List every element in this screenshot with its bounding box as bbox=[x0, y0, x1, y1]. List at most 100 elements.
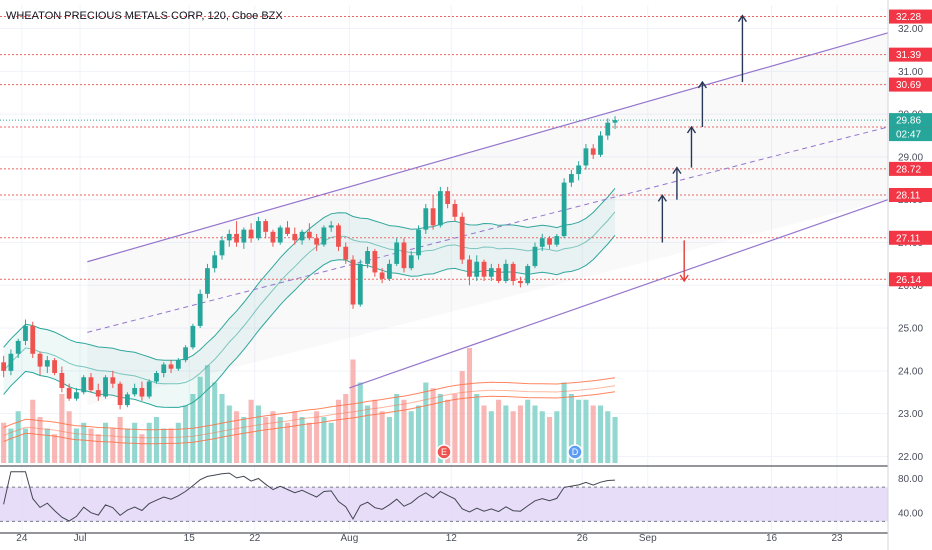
volume-bar bbox=[605, 411, 611, 463]
volume-bar bbox=[139, 434, 145, 463]
candle-body bbox=[357, 263, 363, 305]
volume-bar bbox=[423, 382, 429, 463]
candle-body bbox=[81, 377, 87, 393]
volume-bar bbox=[270, 411, 276, 463]
candle-body bbox=[590, 148, 596, 155]
volume-bar bbox=[408, 411, 414, 463]
candle-body bbox=[270, 231, 276, 243]
volume-bar bbox=[241, 417, 247, 463]
candle-body bbox=[561, 182, 567, 237]
price-tag-box bbox=[889, 161, 932, 176]
volume-bar bbox=[379, 411, 385, 463]
volume-bar bbox=[299, 417, 305, 463]
volume-bar bbox=[95, 434, 101, 463]
volume-bar bbox=[44, 428, 50, 463]
volume-bar bbox=[37, 417, 43, 463]
volume-bar bbox=[168, 428, 174, 463]
volume-bar bbox=[561, 382, 567, 463]
volume-bar bbox=[481, 405, 487, 463]
candle-body bbox=[583, 148, 589, 166]
level-price-tag: 30.69 bbox=[889, 77, 932, 92]
candle-body bbox=[350, 259, 356, 305]
price-axis-label: 23.00 bbox=[898, 409, 923, 420]
candle-body bbox=[343, 246, 349, 260]
candle-body bbox=[8, 353, 14, 371]
volume-bar bbox=[124, 428, 130, 463]
level-price-tag: 31.39 bbox=[889, 47, 932, 62]
countdown-tag: 02:47 bbox=[889, 127, 932, 142]
candle-body bbox=[496, 268, 501, 281]
price-tag-text: 26.14 bbox=[896, 275, 921, 286]
candle-body bbox=[219, 240, 225, 256]
candle-body bbox=[437, 191, 443, 226]
candle-body bbox=[183, 347, 189, 361]
volume-bar bbox=[401, 399, 407, 463]
volume-bar bbox=[66, 411, 72, 463]
rsi-axis-label: 40.00 bbox=[898, 508, 923, 519]
volume-bar bbox=[153, 417, 160, 463]
time-axis-label: 24 bbox=[16, 533, 28, 544]
volume-bar bbox=[415, 405, 422, 463]
volume-bar bbox=[292, 411, 298, 463]
volume-bar bbox=[248, 399, 254, 463]
channel-fill bbox=[87, 32, 889, 406]
price-tag-text: 27.11 bbox=[896, 233, 921, 244]
volume-bar bbox=[466, 348, 473, 463]
price-tag-box bbox=[889, 113, 932, 128]
volume-bar bbox=[161, 428, 167, 463]
candle-body bbox=[328, 225, 334, 228]
volume-bar bbox=[365, 405, 371, 463]
volume-bar bbox=[350, 359, 356, 463]
candle-body bbox=[539, 238, 545, 247]
volume-bar bbox=[284, 422, 291, 463]
volume-bar bbox=[88, 428, 94, 463]
candle-body bbox=[1, 362, 7, 371]
volume-bar bbox=[539, 411, 545, 463]
price-tag-text: 29.86 bbox=[896, 116, 921, 127]
channel-lower-line bbox=[349, 199, 889, 389]
candle-body bbox=[146, 381, 152, 397]
volume-bar bbox=[73, 428, 79, 463]
channel-middle-line bbox=[87, 126, 889, 333]
last-price-tag: 29.86 bbox=[889, 113, 932, 128]
candle-body bbox=[190, 325, 196, 348]
volume-bar bbox=[52, 434, 58, 463]
volume-bar bbox=[306, 422, 312, 463]
time-axis-label: 15 bbox=[184, 533, 196, 544]
candle-body bbox=[481, 261, 487, 277]
candle-body bbox=[365, 251, 370, 264]
volume-bar bbox=[219, 394, 225, 463]
chart-title: WHEATON PRECIOUS METALS CORP, 120, Cboe … bbox=[6, 10, 283, 22]
volume-bar bbox=[532, 405, 538, 463]
volume-bar bbox=[277, 417, 283, 463]
candle-body bbox=[248, 229, 254, 239]
candle-body bbox=[139, 387, 145, 397]
time-axis-label: 16 bbox=[766, 533, 778, 544]
volume-bar bbox=[30, 399, 36, 463]
price-axis-label: 24.00 bbox=[898, 366, 923, 377]
level-price-tag: 26.14 bbox=[889, 272, 932, 287]
arrow-head bbox=[679, 274, 689, 283]
volume-bar bbox=[372, 399, 378, 463]
event-badge-e: E bbox=[436, 444, 452, 460]
candle-body bbox=[66, 387, 72, 399]
candle-body bbox=[234, 233, 239, 243]
volume-bar bbox=[583, 399, 589, 463]
volume-bar bbox=[568, 394, 574, 463]
candle-body bbox=[168, 364, 174, 369]
candle-body bbox=[532, 246, 538, 267]
candle-body bbox=[525, 266, 531, 284]
candle-body bbox=[401, 242, 407, 269]
countdown-tag-box bbox=[889, 127, 932, 142]
arrow-up-icon bbox=[657, 194, 667, 243]
candle-body bbox=[44, 360, 50, 367]
volume-bar bbox=[335, 399, 342, 463]
rsi-band bbox=[0, 487, 888, 522]
volume-bar bbox=[546, 417, 553, 463]
candle-body bbox=[554, 236, 560, 245]
candle-body bbox=[285, 227, 290, 234]
candle-body bbox=[277, 227, 283, 243]
time-axis-label: Jul bbox=[74, 533, 87, 544]
